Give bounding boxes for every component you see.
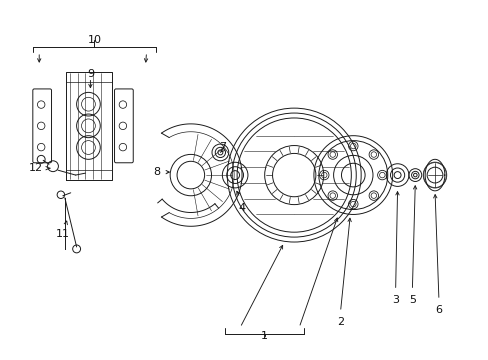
Text: 3: 3: [391, 295, 398, 305]
Text: 11: 11: [56, 229, 70, 239]
Text: 2: 2: [336, 317, 344, 327]
Text: 7: 7: [218, 141, 225, 152]
FancyBboxPatch shape: [114, 89, 133, 163]
Text: 8: 8: [153, 167, 160, 177]
FancyBboxPatch shape: [33, 89, 51, 163]
Text: 6: 6: [434, 305, 442, 315]
Text: 1: 1: [261, 330, 267, 341]
Text: 10: 10: [87, 35, 101, 45]
Text: 12: 12: [29, 163, 43, 173]
Text: 9: 9: [87, 69, 94, 79]
Text: 5: 5: [408, 295, 415, 305]
Text: 4: 4: [238, 203, 245, 212]
